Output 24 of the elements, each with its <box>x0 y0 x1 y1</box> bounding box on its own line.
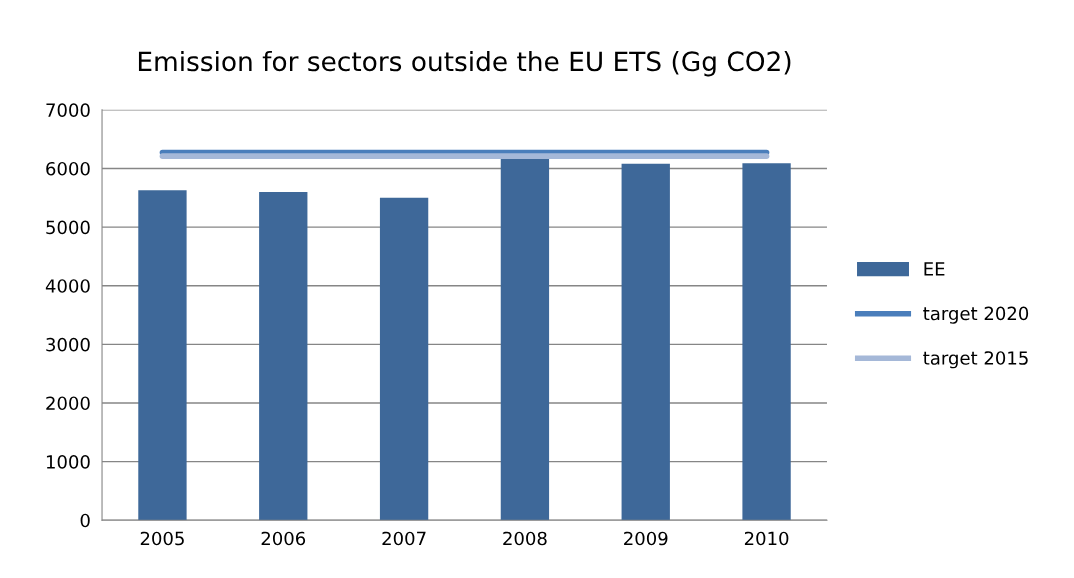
y-tick-label: 0 <box>80 513 90 528</box>
legend-label: target 2015 <box>923 351 1028 369</box>
bar <box>138 190 187 521</box>
y-tick-label: 6000 <box>46 161 90 176</box>
bar <box>621 163 670 521</box>
bar <box>259 191 308 521</box>
bar <box>379 197 429 521</box>
x-tick-label: 2005 <box>140 531 184 546</box>
legend-label: EE <box>924 262 945 276</box>
chart-title: Emission for sectors outside the EU ETS (Gg CO2) <box>138 50 791 77</box>
bar <box>500 159 550 521</box>
y-tick-label: 4000 <box>45 279 90 293</box>
x-tick-label: 2006 <box>261 531 306 546</box>
y-tick-label: 1000 <box>46 455 90 469</box>
x-tick-label: 2008 <box>503 531 547 546</box>
y-tick-label: 3000 <box>46 337 90 352</box>
y-tick-label: 7000 <box>46 103 90 117</box>
bar <box>742 163 791 521</box>
y-tick-label: 2000 <box>46 396 90 411</box>
x-tick-label: 2010 <box>744 531 789 546</box>
y-tick-label: 5000 <box>46 220 90 235</box>
x-tick-label: 2009 <box>624 531 668 546</box>
legend-label: target 2020 <box>923 306 1029 324</box>
x-tick-label: 2007 <box>382 531 426 546</box>
